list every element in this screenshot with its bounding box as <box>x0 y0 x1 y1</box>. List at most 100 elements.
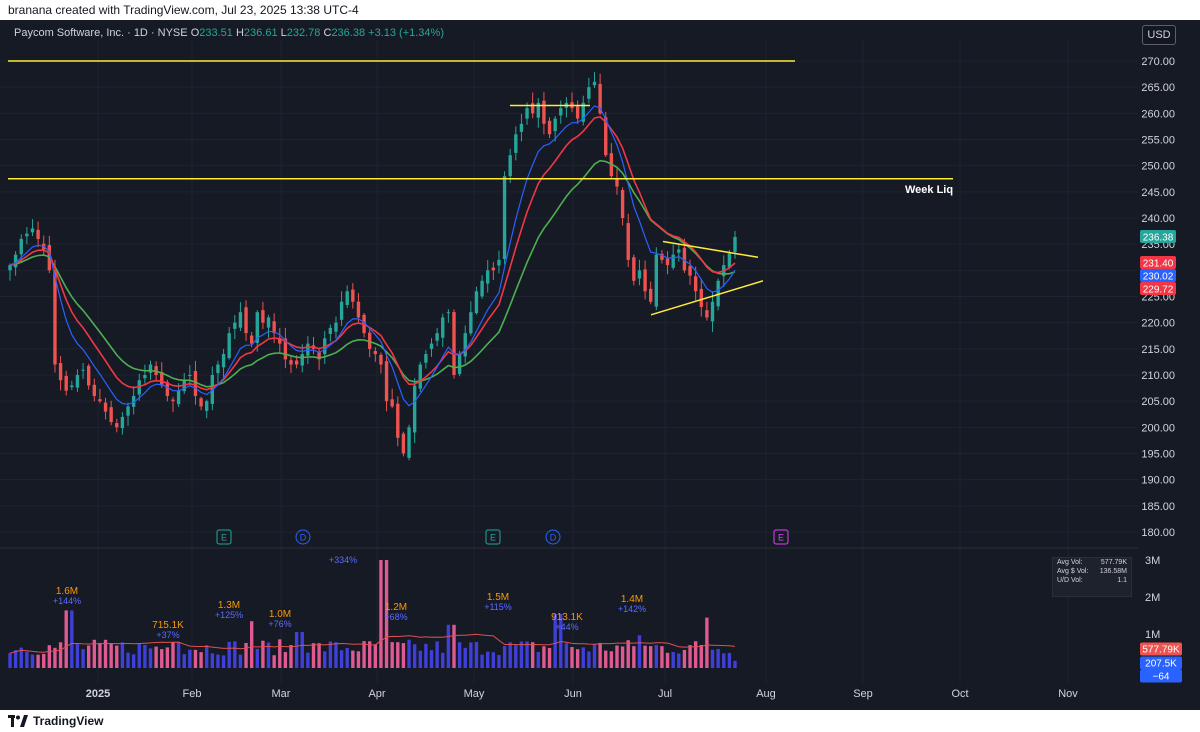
volume-bar <box>317 643 321 668</box>
volume-annotation-pct: +144% <box>53 596 81 606</box>
volume-bar <box>592 644 597 668</box>
price-label-text: 230.02 <box>1143 272 1174 283</box>
price-tick-label: 185.00 <box>1141 501 1175 513</box>
candle-body <box>575 106 580 119</box>
volume-bar <box>131 654 136 668</box>
candle-body <box>581 102 585 122</box>
volume-label-text: 577.79K <box>1142 645 1180 656</box>
candle-body <box>300 354 304 366</box>
volume-bar <box>30 654 35 668</box>
candle-body <box>693 276 698 292</box>
candle-body <box>497 259 501 266</box>
candle-body <box>278 337 282 344</box>
candle-body <box>328 327 333 334</box>
candle-body <box>126 406 130 416</box>
candle-body <box>604 117 608 156</box>
volume-annotation-pct: +44% <box>555 622 578 632</box>
time-tick-label: Oct <box>951 688 968 700</box>
volume-bar <box>429 650 434 668</box>
candle-body <box>160 371 164 386</box>
price-label-box <box>1140 256 1176 269</box>
time-tick-label: Jul <box>658 688 672 700</box>
volume-tick-label: 2M <box>1145 592 1160 604</box>
volume-bar <box>502 646 507 668</box>
volume-bar <box>75 644 80 668</box>
candle-body <box>356 301 361 318</box>
candle-body <box>643 269 647 292</box>
change-value: +3.13 (+1.34%) <box>368 27 444 39</box>
volume-bar <box>238 654 243 668</box>
volume-bar <box>362 641 366 668</box>
candle-body <box>103 402 108 412</box>
time-tick-label: Sep <box>853 688 873 700</box>
candle-body <box>525 108 529 119</box>
candle-body <box>199 398 203 407</box>
price-tick-label: 195.00 <box>1141 449 1175 461</box>
volume-bar <box>81 649 85 668</box>
candle-body <box>143 375 147 379</box>
event-label: E <box>490 533 496 543</box>
volume-bar <box>452 624 456 668</box>
candle-body <box>649 288 653 302</box>
event-label: E <box>221 533 227 543</box>
volume-annotation-pct: +334% <box>329 555 357 565</box>
candle-body <box>64 375 68 391</box>
volume-bar <box>649 646 653 668</box>
candle-body <box>165 382 170 396</box>
candle-body <box>216 364 220 374</box>
volume-bar <box>143 644 147 668</box>
candle-body <box>452 312 456 375</box>
grid <box>0 40 1138 684</box>
volume-bar <box>480 654 484 668</box>
volume-bar <box>536 652 540 668</box>
event-label: D <box>550 533 557 543</box>
volume-label-box <box>1140 656 1182 670</box>
volume-bar <box>570 647 574 668</box>
candle-body <box>396 403 400 438</box>
candle-body <box>131 395 136 407</box>
candle-body <box>727 253 732 268</box>
candle-body <box>469 312 473 334</box>
price-labels: 236.38 231.40 230.02 229.72 <box>1140 230 1176 296</box>
triangle-lower-line <box>650 280 764 316</box>
volume-axis: 3M 2M 1M <box>1145 555 1160 641</box>
volume-tick-label: 3M <box>1145 555 1160 567</box>
price-tick-label: 260.00 <box>1141 108 1175 120</box>
candle-body <box>81 369 85 371</box>
candle-body <box>474 291 479 314</box>
volume-bar <box>598 642 602 668</box>
candle-body <box>261 310 265 323</box>
candle-body <box>351 289 355 302</box>
volume-bar <box>390 642 394 668</box>
volume-bar <box>323 651 327 668</box>
currency-button[interactable]: USD <box>1142 25 1176 45</box>
price-tick-label: 205.00 <box>1141 396 1175 408</box>
volume-bar <box>665 652 670 668</box>
volume-bar <box>64 610 68 668</box>
volume-bar <box>103 639 108 668</box>
candle-body <box>317 351 321 360</box>
volume-bar <box>249 621 254 668</box>
time-tick-label: Nov <box>1058 688 1078 700</box>
volume-bar <box>575 649 580 668</box>
volume-bar <box>160 649 164 668</box>
volume-bar <box>469 642 473 668</box>
volume-bar <box>671 652 675 668</box>
volume-bar <box>514 645 518 668</box>
volume-label-text: −64 <box>1153 672 1170 683</box>
price-tick-label: 250.00 <box>1141 161 1175 173</box>
candle-body <box>86 365 91 386</box>
volume-annotation-value: 913.1K <box>551 612 583 623</box>
volume-bar <box>19 647 23 668</box>
volume-bar <box>36 654 40 668</box>
candle-body <box>75 375 80 388</box>
candle-body <box>435 333 439 341</box>
footer-bar: TradingView <box>0 710 1200 732</box>
volume-annotation-value: 1.6M <box>56 586 78 597</box>
candle-body <box>289 360 293 365</box>
avg-dollar-vol-value: 136.58M <box>1099 568 1127 575</box>
candle-body <box>255 312 259 343</box>
volume-tick-label: 1M <box>1145 629 1160 641</box>
open-value: 233.51 <box>199 27 233 39</box>
